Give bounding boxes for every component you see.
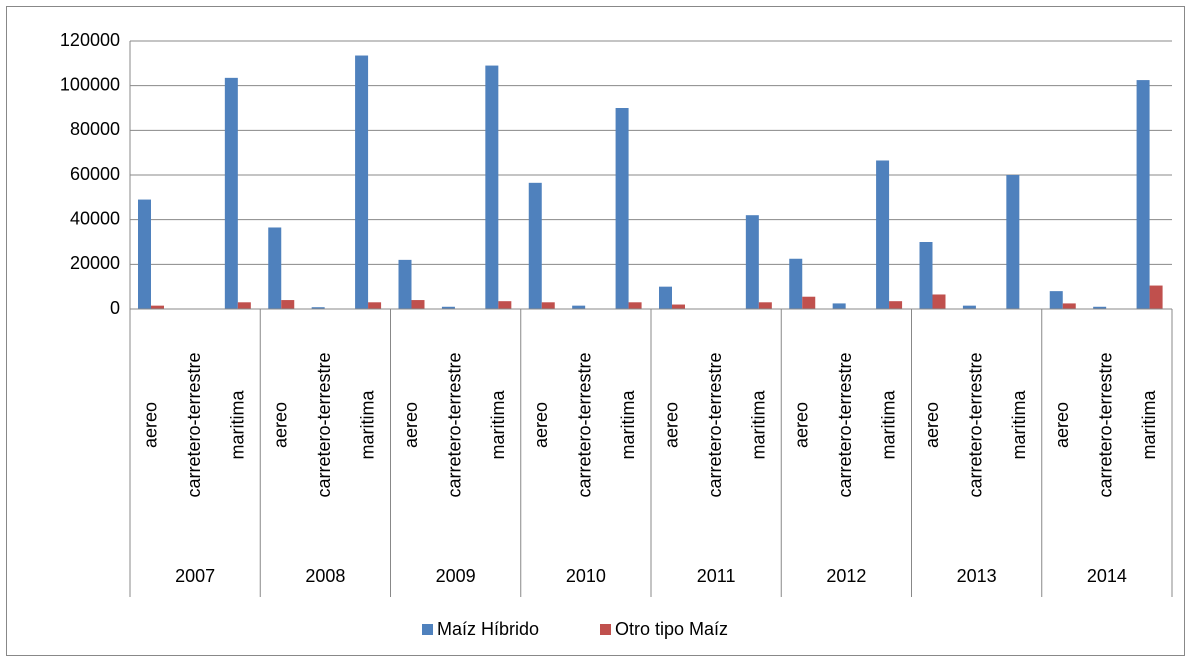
x-tick-label: carretero-terrestre — [965, 352, 985, 497]
bar — [672, 304, 685, 309]
x-tick-label: carretero-terrestre — [835, 352, 855, 497]
x-tick-label: maritima — [879, 390, 899, 460]
group-label: 2009 — [436, 566, 476, 586]
bar — [281, 300, 295, 309]
x-tick-label: aereo — [401, 402, 421, 448]
group-label: 2008 — [305, 566, 345, 586]
y-tick-label: 80000 — [70, 119, 120, 139]
x-tick-label: aereo — [1052, 402, 1072, 448]
bar — [268, 227, 282, 309]
group-label: 2012 — [826, 566, 866, 586]
group-label: 2007 — [175, 566, 215, 586]
bar — [485, 65, 499, 309]
legend-label: Otro tipo Maíz — [615, 619, 728, 639]
y-tick-label: 120000 — [60, 30, 120, 50]
x-tick-label: aereo — [922, 402, 942, 448]
x-tick-label: aereo — [271, 402, 291, 448]
bar — [441, 306, 455, 309]
bar — [572, 305, 586, 309]
bar — [615, 108, 629, 309]
y-tick-label: 100000 — [60, 74, 120, 94]
bar — [368, 302, 382, 309]
bar — [802, 296, 816, 309]
bar — [1049, 291, 1063, 309]
bar — [758, 302, 772, 309]
x-tick-label: maritima — [748, 390, 768, 460]
y-tick-label: 40000 — [70, 208, 120, 228]
bar — [151, 305, 164, 309]
x-tick-label: carretero-terrestre — [314, 352, 334, 497]
bar — [224, 77, 238, 309]
bar — [962, 305, 976, 309]
y-tick-label: 20000 — [70, 253, 120, 273]
x-tick-label: carretero-terrestre — [575, 352, 595, 497]
y-tick-label: 0 — [110, 298, 120, 318]
bar — [789, 258, 803, 309]
bar — [1006, 175, 1020, 309]
chart-border — [6, 6, 1185, 656]
x-tick-label: aereo — [792, 402, 812, 448]
x-tick-label: aereo — [531, 402, 551, 448]
bar — [745, 215, 759, 309]
bar — [659, 286, 672, 309]
x-tick-label: maritima — [358, 390, 378, 460]
legend-swatch — [422, 624, 433, 635]
x-tick-label: maritima — [488, 390, 508, 460]
group-label: 2013 — [957, 566, 997, 586]
bar — [498, 301, 512, 309]
group-label: 2014 — [1087, 566, 1127, 586]
x-tick-label: maritima — [618, 390, 638, 460]
bar — [1093, 306, 1107, 309]
x-tick-label: aereo — [661, 402, 681, 448]
bar — [1136, 80, 1150, 309]
bar — [237, 302, 251, 309]
x-tick-label: maritima — [1139, 390, 1159, 460]
bar — [1149, 285, 1163, 309]
x-tick-label: carretero-terrestre — [444, 352, 464, 497]
bar — [398, 259, 412, 309]
x-tick-label: maritima — [1009, 390, 1029, 460]
bar — [528, 182, 542, 309]
bar — [138, 199, 151, 309]
bar — [311, 307, 325, 309]
bar — [932, 294, 946, 309]
bar — [355, 55, 369, 310]
bar — [832, 303, 846, 309]
legend-label: Maíz Híbrido — [437, 619, 539, 639]
bar — [628, 302, 642, 309]
group-label: 2010 — [566, 566, 606, 586]
bar — [889, 301, 903, 309]
y-tick-label: 60000 — [70, 164, 120, 184]
x-tick-label: maritima — [227, 390, 247, 460]
bar — [876, 160, 890, 309]
bar — [541, 302, 555, 309]
x-tick-label: carretero-terrestre — [1096, 352, 1116, 497]
group-label: 2011 — [697, 566, 736, 586]
bar — [1062, 303, 1076, 309]
legend-swatch — [600, 624, 611, 635]
x-tick-label: carretero-terrestre — [705, 352, 725, 497]
x-tick-label: aereo — [140, 402, 160, 448]
bar — [411, 300, 425, 309]
bar — [919, 242, 933, 309]
x-tick-label: carretero-terrestre — [184, 352, 204, 497]
